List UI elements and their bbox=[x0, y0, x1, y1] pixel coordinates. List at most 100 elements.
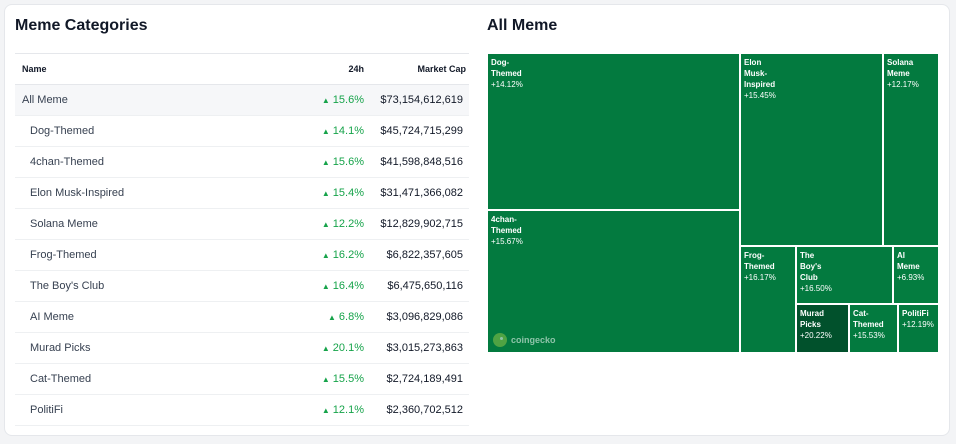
market-cap: $41,598,848,516 bbox=[364, 146, 469, 178]
caret-up-icon: ▲ bbox=[321, 375, 330, 384]
table-row[interactable]: Cat-Themed ▲ 15.5% $2,724,189,491 bbox=[15, 363, 469, 395]
change-24h-value: 15.6% bbox=[332, 94, 364, 106]
tile-label: Frog- Themed bbox=[744, 251, 775, 271]
treemap-tile[interactable]: Elon Musk- Inspired +15.45% bbox=[740, 53, 883, 246]
tile-label: AI Meme bbox=[897, 251, 920, 271]
category-name[interactable]: Murad Picks bbox=[15, 332, 304, 364]
change-24h: ▲ 16.4% bbox=[304, 270, 364, 302]
category-name[interactable]: AI Meme bbox=[15, 301, 304, 333]
change-24h-value: 12.2% bbox=[332, 218, 364, 230]
change-24h-value: 15.5% bbox=[332, 373, 364, 385]
treemap-tile[interactable]: The Boy's Club +16.50% bbox=[796, 246, 893, 304]
table-row[interactable]: Solana Meme ▲ 12.2% $12,829,902,715 bbox=[15, 208, 469, 240]
change-24h-value: 16.4% bbox=[332, 280, 364, 292]
caret-up-icon: ▲ bbox=[321, 127, 330, 136]
change-24h-value: 15.4% bbox=[332, 187, 364, 199]
change-24h-value: 12.1% bbox=[332, 404, 364, 416]
table-row[interactable]: Murad Picks ▲ 20.1% $3,015,273,863 bbox=[15, 332, 469, 364]
caret-up-icon: ▲ bbox=[321, 96, 330, 105]
caret-up-icon: ▲ bbox=[321, 406, 330, 415]
category-name[interactable]: Elon Musk-Inspired bbox=[15, 177, 304, 209]
category-name[interactable]: PolitiFi bbox=[15, 394, 304, 426]
change-24h: ▲ 12.1% bbox=[304, 394, 364, 426]
market-cap: $31,471,366,082 bbox=[364, 177, 469, 209]
change-24h-value: 6.8% bbox=[338, 311, 364, 323]
coingecko-logo-icon bbox=[493, 333, 507, 347]
tile-label: Solana Meme bbox=[887, 58, 914, 78]
table-row[interactable]: Dog-Themed ▲ 14.1% $45,724,715,299 bbox=[15, 115, 469, 147]
market-cap: $73,154,612,619 bbox=[364, 84, 469, 116]
change-24h: ▲ 12.2% bbox=[304, 208, 364, 240]
treemap-tile[interactable]: PolitiFi +12.19% bbox=[898, 304, 939, 353]
category-name[interactable]: Solana Meme bbox=[15, 208, 304, 240]
category-name[interactable]: Frog-Themed bbox=[15, 239, 304, 271]
market-cap: $3,015,273,863 bbox=[364, 332, 469, 364]
category-name[interactable]: Cat-Themed bbox=[15, 363, 304, 395]
treemap-tile[interactable]: Frog- Themed +16.17% bbox=[740, 246, 796, 353]
change-24h: ▲ 6.8% bbox=[304, 301, 364, 333]
tile-change: +16.50% bbox=[800, 284, 832, 293]
table-row[interactable]: The Boy's Club ▲ 16.4% $6,475,650,116 bbox=[15, 270, 469, 302]
tile-label: Murad Picks bbox=[800, 309, 824, 329]
change-24h-value: 15.6% bbox=[332, 156, 364, 168]
table-row[interactable]: 4chan-Themed ▲ 15.6% $41,598,848,516 bbox=[15, 146, 469, 178]
tile-change: +12.19% bbox=[902, 320, 934, 329]
market-cap: $45,724,715,299 bbox=[364, 115, 469, 147]
tile-change: +6.93% bbox=[897, 273, 925, 282]
column-header-market-cap[interactable]: Market Cap bbox=[364, 53, 469, 85]
tile-change: +16.17% bbox=[744, 273, 776, 282]
category-name[interactable]: The Boy's Club bbox=[15, 270, 304, 302]
caret-up-icon: ▲ bbox=[321, 189, 330, 198]
tile-change: +12.17% bbox=[887, 80, 919, 89]
caret-up-icon: ▲ bbox=[328, 313, 336, 322]
tile-change: +15.53% bbox=[853, 331, 885, 340]
tile-change: +15.67% bbox=[491, 237, 523, 246]
table-row[interactable]: AI Meme ▲ 6.8% $3,096,829,086 bbox=[15, 301, 469, 333]
table-row-total[interactable]: All Meme ▲ 15.6% $73,154,612,619 bbox=[15, 84, 469, 116]
change-24h: ▲ 20.1% bbox=[304, 332, 364, 364]
category-name[interactable]: All Meme bbox=[15, 84, 304, 116]
market-cap: $2,724,189,491 bbox=[364, 363, 469, 395]
caret-up-icon: ▲ bbox=[321, 158, 330, 167]
categories-title: Meme Categories bbox=[15, 17, 148, 34]
tile-label: Cat- Themed bbox=[853, 309, 884, 329]
tile-change: +20.22% bbox=[800, 331, 832, 340]
market-cap: $12,829,902,715 bbox=[364, 208, 469, 240]
market-cap: $6,475,650,116 bbox=[364, 270, 469, 302]
table-row[interactable]: Elon Musk-Inspired ▲ 15.4% $31,471,366,082 bbox=[15, 177, 469, 209]
change-24h: ▲ 15.6% bbox=[304, 84, 364, 116]
meme-categories-card: Meme Categories Name 24h Market Cap All … bbox=[4, 4, 950, 436]
coingecko-watermark-text: coingecko bbox=[511, 335, 556, 345]
treemap-tile[interactable]: 4chan- Themed +15.67% bbox=[487, 210, 740, 353]
tile-change: +15.45% bbox=[744, 91, 776, 100]
treemap: Dog- Themed +14.12% 4chan- Themed +15.67% El… bbox=[487, 53, 939, 353]
category-name[interactable]: Dog-Themed bbox=[15, 115, 304, 147]
category-name[interactable]: 4chan-Themed bbox=[15, 146, 304, 178]
column-header-24h[interactable]: 24h bbox=[304, 53, 364, 85]
coingecko-watermark: coingecko bbox=[493, 333, 556, 347]
caret-up-icon: ▲ bbox=[321, 220, 330, 229]
market-cap: $6,822,357,605 bbox=[364, 239, 469, 271]
treemap-tile[interactable]: Solana Meme +12.17% bbox=[883, 53, 939, 246]
treemap-tile[interactable]: Dog- Themed +14.12% bbox=[487, 53, 740, 210]
treemap-tile[interactable]: Cat- Themed +15.53% bbox=[849, 304, 898, 353]
tile-label: Elon Musk- Inspired bbox=[744, 58, 776, 89]
change-24h-value: 14.1% bbox=[332, 125, 364, 137]
table-row[interactable]: PolitiFi ▲ 12.1% $2,360,702,512 bbox=[15, 394, 469, 426]
change-24h: ▲ 15.6% bbox=[304, 146, 364, 178]
tile-label: PolitiFi bbox=[902, 309, 929, 318]
treemap-tile[interactable]: Murad Picks +20.22% bbox=[796, 304, 849, 353]
table-header-row: Name 24h Market Cap bbox=[15, 53, 469, 85]
treemap-title: All Meme bbox=[487, 17, 558, 34]
table-row[interactable]: Frog-Themed ▲ 16.2% $6,822,357,605 bbox=[15, 239, 469, 271]
treemap-tile[interactable]: AI Meme +6.93% bbox=[893, 246, 939, 304]
tile-label: Dog- Themed bbox=[491, 58, 522, 78]
caret-up-icon: ▲ bbox=[321, 251, 330, 260]
change-24h-value: 16.2% bbox=[332, 249, 364, 261]
change-24h: ▲ 14.1% bbox=[304, 115, 364, 147]
tile-label: 4chan- Themed bbox=[491, 215, 522, 235]
change-24h: ▲ 15.4% bbox=[304, 177, 364, 209]
column-header-name[interactable]: Name bbox=[15, 53, 304, 85]
categories-table: Name 24h Market Cap All Meme ▲ 15.6% $73,15… bbox=[15, 53, 469, 426]
change-24h: ▲ 16.2% bbox=[304, 239, 364, 271]
